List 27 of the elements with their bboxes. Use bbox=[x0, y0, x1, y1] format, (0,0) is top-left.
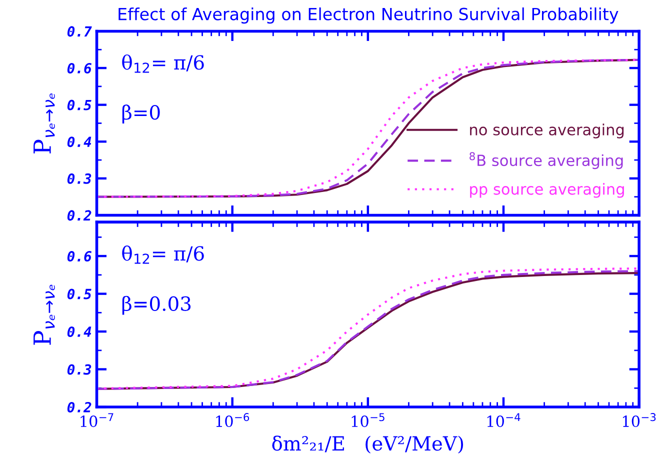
y-tick-label: 0.6 bbox=[67, 251, 92, 262]
y-tick-label: 0.4 bbox=[67, 136, 92, 148]
legend-label: no source averaging bbox=[470, 124, 624, 138]
y-axis-title: P$_{νₑ→νₑ}$ bbox=[34, 284, 55, 345]
y-tick-label: 0.5 bbox=[67, 288, 92, 300]
y-tick-label: 0.5 bbox=[67, 100, 92, 110]
y-tick-label: 0.4 bbox=[67, 326, 92, 338]
legend-label: pp source averaging bbox=[470, 183, 624, 198]
y-tick-label: 0.2 bbox=[67, 210, 92, 221]
x-tick-label: 10$^{−3}$ bbox=[622, 413, 656, 428]
x-tick-label: 10$^{−4}$ bbox=[487, 413, 520, 428]
annotation: β=0.03 bbox=[122, 296, 191, 315]
y-tick-label: 0.2 bbox=[67, 402, 92, 412]
y-tick-label: 0.7 bbox=[67, 26, 92, 37]
y-tick-label: 0.3 bbox=[67, 364, 92, 375]
y-tick-label: 0.6 bbox=[67, 62, 92, 74]
annotation: θ$_{12}$= π/6 bbox=[122, 246, 204, 264]
x-axis-title: δm²₂₁/E (eV²/MeV) bbox=[272, 436, 464, 454]
x-tick-label: 10$^{−6}$ bbox=[216, 413, 250, 428]
y-axis-title: P$_{νₑ→νₑ}$ bbox=[34, 93, 55, 154]
annotation: θ$_{12}$= π/6 bbox=[122, 54, 204, 73]
chart-title: Effect of Averaging on Electron Neutrino Survival Probability bbox=[118, 7, 618, 24]
legend-label: $^{8}$B source averaging bbox=[470, 152, 623, 170]
annotation: β=0 bbox=[122, 104, 160, 124]
y-tick-label: 0.3 bbox=[67, 173, 92, 184]
x-tick-label: 10$^{−7}$ bbox=[80, 413, 114, 428]
x-tick-label: 10$^{−5}$ bbox=[352, 413, 384, 428]
